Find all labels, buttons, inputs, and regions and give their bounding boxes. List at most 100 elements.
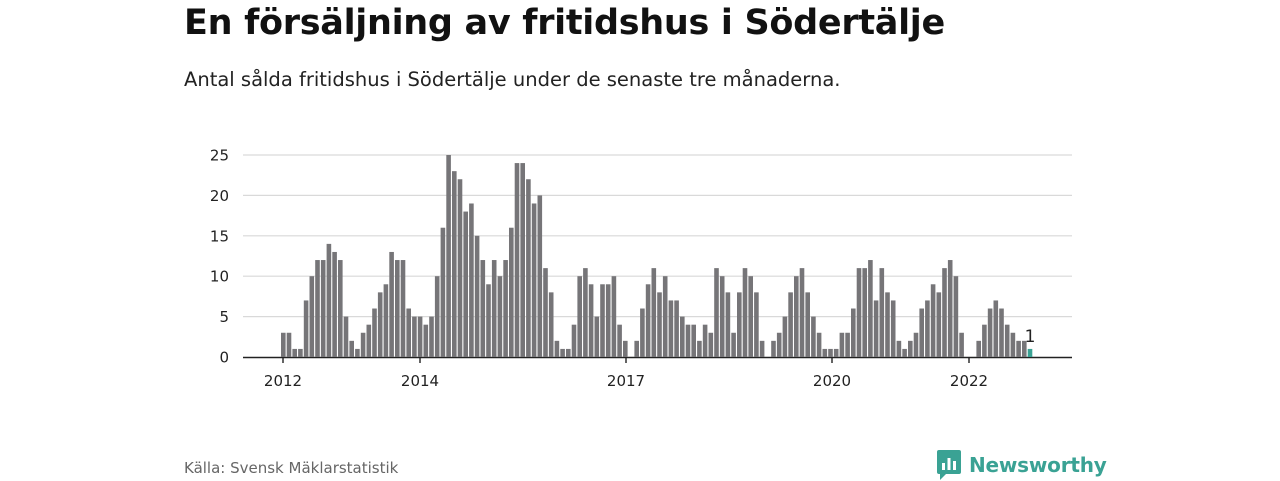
bar (925, 300, 930, 357)
bar (668, 300, 674, 357)
bar (623, 340, 628, 357)
bar (309, 276, 315, 357)
bar (600, 284, 605, 357)
bar (868, 260, 873, 357)
bar (833, 348, 839, 357)
bar (429, 316, 434, 357)
bar (434, 276, 440, 357)
bar (953, 276, 959, 357)
bar (366, 324, 372, 357)
bar (754, 292, 759, 357)
bar (491, 260, 497, 357)
bar (634, 340, 639, 357)
bar (514, 163, 520, 357)
bar (1016, 340, 1021, 357)
axis-labels: 0 5 10 15 20 25 1 2012 2014 2017 2020 2022 (210, 147, 1036, 391)
x-tick-label: 2017 (607, 372, 645, 390)
bar (486, 284, 491, 357)
bar (856, 268, 862, 357)
bar (349, 340, 354, 357)
bar (417, 316, 423, 357)
bar (890, 300, 896, 357)
bar (702, 324, 708, 357)
bar (982, 324, 987, 357)
bar (759, 340, 765, 357)
bar (543, 268, 548, 357)
bar (805, 292, 810, 357)
bar-chart: 0 5 10 15 20 25 1 2012 2014 2017 2020 2022 (210, 147, 1072, 391)
bar (662, 276, 668, 357)
bar (651, 268, 657, 357)
bar (406, 308, 411, 357)
bar (873, 300, 879, 357)
bar (674, 300, 679, 357)
x-tick-label: 2014 (401, 372, 439, 390)
bar (526, 179, 531, 357)
bar (862, 268, 867, 357)
y-tick-label: 0 (219, 349, 229, 367)
bar (782, 316, 788, 357)
bar (326, 243, 332, 357)
bar (879, 268, 885, 357)
bar (725, 292, 731, 357)
y-tick-label: 5 (219, 308, 229, 326)
bar (708, 332, 714, 357)
bar (1010, 332, 1016, 357)
bar (617, 324, 622, 357)
bar (560, 348, 565, 357)
bar (913, 332, 919, 357)
bar (463, 211, 468, 357)
bar (360, 332, 366, 357)
bar (828, 348, 833, 357)
bar (839, 332, 845, 357)
bar (680, 316, 685, 357)
bar-highlight (1027, 348, 1033, 357)
x-tick-label: 2020 (813, 372, 851, 390)
bar (509, 227, 514, 357)
bar (497, 276, 503, 357)
bar (987, 308, 993, 357)
bar (697, 340, 702, 357)
bar (657, 292, 662, 357)
bar (315, 260, 320, 357)
bar (338, 260, 343, 357)
bar (902, 348, 907, 357)
bar (400, 260, 406, 357)
bar (799, 268, 805, 357)
chart-subtitle: Antal sålda fritidshus i Södertälje unde… (184, 68, 841, 91)
bar (685, 324, 691, 357)
y-tick-label: 15 (210, 227, 229, 245)
bar (588, 284, 594, 357)
bar (776, 332, 782, 357)
bar (566, 348, 571, 357)
bar (457, 179, 463, 357)
bar-value-label: 1 (1025, 327, 1036, 347)
bar (571, 324, 577, 357)
bar (794, 276, 799, 357)
bar (640, 308, 645, 357)
bar (303, 300, 309, 357)
bar (594, 316, 600, 357)
bar (942, 268, 947, 357)
bar (292, 348, 297, 357)
bar (320, 260, 326, 357)
bar (999, 308, 1004, 357)
y-tick-label: 25 (210, 147, 229, 165)
bar (737, 292, 742, 357)
bar (714, 268, 719, 357)
bar (383, 284, 389, 357)
bar (851, 308, 856, 357)
bar (377, 292, 383, 357)
bar (355, 348, 360, 357)
bar (936, 292, 942, 357)
bar (896, 340, 902, 357)
bar (577, 276, 582, 357)
bar (748, 276, 753, 357)
bar (947, 260, 953, 357)
bar (332, 251, 337, 357)
newsworthy-logo-icon (937, 450, 961, 480)
bar (446, 155, 451, 357)
bar (298, 348, 303, 357)
bar (452, 171, 457, 357)
bar (959, 332, 964, 357)
